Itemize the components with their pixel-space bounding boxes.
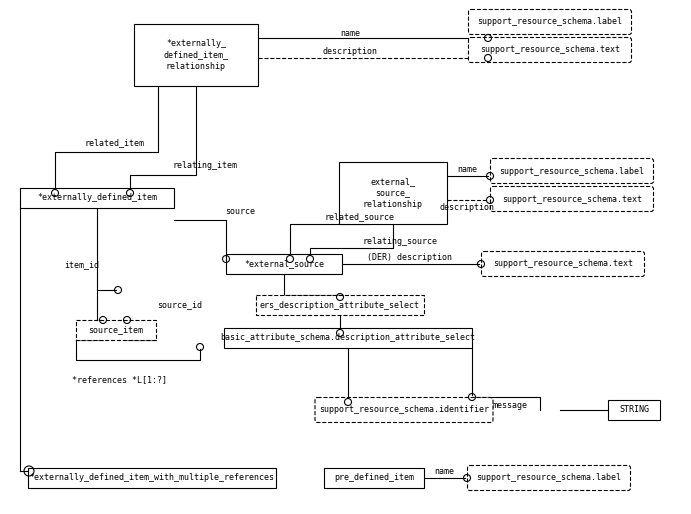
Text: name: name [340, 28, 360, 38]
Text: *externally_defined_item_with_multiple_references: *externally_defined_item_with_multiple_r… [30, 473, 274, 483]
Text: support_resource_schema.label: support_resource_schema.label [500, 167, 645, 175]
Text: source_id: source_id [158, 301, 202, 309]
FancyBboxPatch shape [468, 466, 630, 490]
FancyBboxPatch shape [468, 38, 632, 63]
FancyBboxPatch shape [76, 320, 156, 340]
Text: name: name [434, 468, 454, 476]
FancyBboxPatch shape [608, 400, 660, 420]
Text: message: message [493, 400, 527, 410]
FancyBboxPatch shape [339, 162, 447, 224]
Text: support_resource_schema.label: support_resource_schema.label [477, 17, 623, 27]
Text: support_resource_schema.label: support_resource_schema.label [477, 473, 621, 483]
Text: related_item: related_item [85, 138, 145, 148]
Text: external_
source_
relationship: external_ source_ relationship [363, 177, 423, 209]
Text: *externally_
defined_item_
relationship: *externally_ defined_item_ relationship [164, 40, 229, 70]
Text: relating_source: relating_source [363, 237, 437, 247]
Text: *references *L[1:?]: *references *L[1:?] [73, 376, 167, 384]
FancyBboxPatch shape [134, 24, 258, 86]
Text: relating_item: relating_item [173, 161, 238, 171]
Text: source: source [225, 207, 255, 215]
FancyBboxPatch shape [226, 254, 342, 274]
FancyBboxPatch shape [491, 158, 654, 183]
Text: ers_description_attribute_select: ers_description_attribute_select [260, 301, 420, 309]
FancyBboxPatch shape [20, 188, 174, 208]
FancyBboxPatch shape [224, 328, 472, 348]
Text: support_resource_schema.text: support_resource_schema.text [502, 194, 642, 204]
Text: source_item: source_item [88, 325, 144, 335]
Text: related_source: related_source [325, 212, 395, 222]
Text: *external_source: *external_source [244, 260, 324, 268]
Text: name: name [457, 166, 477, 174]
FancyBboxPatch shape [256, 295, 424, 315]
FancyBboxPatch shape [324, 468, 424, 488]
Text: *externally_defined_item: *externally_defined_item [37, 193, 157, 203]
Text: item_id: item_id [64, 261, 100, 269]
Text: STRING: STRING [619, 406, 649, 414]
Text: pre_defined_item: pre_defined_item [334, 473, 414, 483]
Text: description: description [323, 47, 377, 57]
Text: support_resource_schema.text: support_resource_schema.text [493, 260, 633, 268]
FancyBboxPatch shape [482, 251, 645, 277]
FancyBboxPatch shape [468, 9, 632, 34]
Text: (DER) description: (DER) description [368, 252, 453, 262]
Text: support_resource_schema.text: support_resource_schema.text [480, 46, 620, 54]
Text: support_resource_schema.identifier: support_resource_schema.identifier [319, 406, 489, 414]
FancyBboxPatch shape [28, 468, 276, 488]
FancyBboxPatch shape [315, 397, 493, 423]
FancyBboxPatch shape [491, 187, 654, 211]
Text: basic_attribute_schema.description_attribute_select: basic_attribute_schema.description_attri… [220, 334, 475, 342]
Text: description: description [439, 203, 495, 211]
